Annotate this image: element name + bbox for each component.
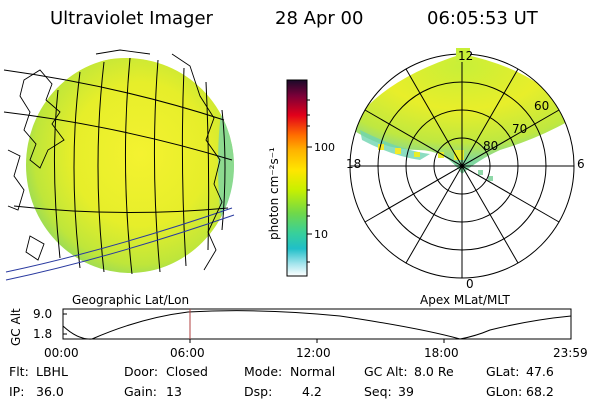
mlat-label-60: 60 bbox=[534, 99, 549, 113]
colorbar-unit-label: photon cm⁻²s⁻¹ bbox=[267, 147, 281, 240]
altitude-ytick-1: 1.8 bbox=[33, 327, 52, 341]
gcalt-value: 8.0 Re bbox=[414, 364, 454, 379]
seq-label: Seq: bbox=[364, 384, 392, 399]
mlt-label-12: 12 bbox=[458, 49, 473, 63]
mode-value: Normal bbox=[290, 364, 335, 379]
altitude-ytick-9: 9.0 bbox=[33, 307, 52, 321]
altitude-xtick-0000: 00:00 bbox=[44, 346, 79, 360]
geographic-label: Geographic Lat/Lon bbox=[72, 293, 189, 307]
gcalt-label: GC Alt: bbox=[364, 364, 408, 379]
altitude-xtick-1200: 12:00 bbox=[296, 346, 331, 360]
gain-label: Gain: bbox=[124, 384, 157, 399]
door-label: Door: bbox=[124, 364, 158, 379]
colorbar-tick-10: 10 bbox=[314, 228, 328, 241]
altitude-ylabel: GC Alt bbox=[9, 308, 23, 346]
mlat-label-80: 80 bbox=[483, 139, 498, 153]
apex-label: Apex MLat/MLT bbox=[420, 293, 510, 307]
geographic-image bbox=[3, 49, 235, 281]
altitude-plot bbox=[62, 308, 572, 343]
dsp-label: Dsp: bbox=[244, 384, 272, 399]
colorbar-tick-100: 100 bbox=[314, 141, 335, 154]
filter-value: LBHL bbox=[36, 364, 68, 379]
header-time: 06:05:53 UT bbox=[427, 8, 539, 29]
mode-label: Mode: bbox=[244, 364, 282, 379]
altitude-xtick-1800: 18:00 bbox=[424, 346, 459, 360]
door-value: Closed bbox=[166, 364, 208, 379]
gain-value: 13 bbox=[166, 384, 182, 399]
header-date: 28 Apr 00 bbox=[275, 8, 363, 29]
altitude-xtick-0600: 06:00 bbox=[170, 346, 205, 360]
polar-image bbox=[349, 48, 575, 279]
glon-label: GLon: bbox=[486, 384, 522, 399]
ip-value: 36.0 bbox=[36, 384, 64, 399]
glon-value: 68.2 bbox=[526, 384, 554, 399]
altitude-xtick-2359: 23:59 bbox=[553, 346, 588, 360]
app-title: Ultraviolet Imager bbox=[50, 8, 214, 29]
dsp-value: 4.2 bbox=[302, 384, 322, 399]
status-panel: Flt: LBHL Door: Closed Mode: Normal GC A… bbox=[9, 364, 554, 399]
mlt-label-18: 18 bbox=[346, 157, 361, 171]
filter-label: Flt: bbox=[9, 364, 29, 379]
ip-label: IP: bbox=[9, 384, 24, 399]
seq-value: 39 bbox=[398, 384, 414, 399]
mlat-label-70: 70 bbox=[512, 122, 527, 136]
colorbar: 100 10 photon cm⁻²s⁻¹ bbox=[267, 79, 335, 277]
glat-value: 47.6 bbox=[526, 364, 554, 379]
mlt-label-0: 0 bbox=[466, 277, 474, 291]
mlt-label-6: 6 bbox=[577, 157, 585, 171]
glat-label: GLat: bbox=[486, 364, 519, 379]
